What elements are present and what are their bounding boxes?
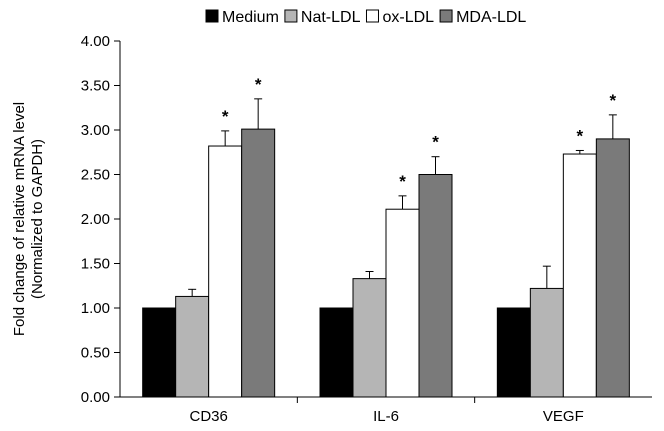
bar-ox-ldl-vegf (562, 153, 597, 398)
significance-marker: * (432, 133, 439, 152)
bar-mda-ldl-vegf (595, 138, 630, 398)
legend-label-ox-ldl: ox-LDL (382, 9, 434, 26)
legend-swatch-mda-ldl (439, 9, 453, 23)
legend-swatch-nat-ldl (284, 9, 298, 23)
bar-nat-ldl-cd36 (175, 295, 210, 398)
significance-marker: * (399, 172, 406, 191)
legend-label-mda-ldl: MDA-LDL (456, 9, 526, 26)
y-tick-label: 3.00 (81, 122, 110, 139)
y-tick-label: 3.50 (81, 78, 110, 95)
bar-medium-vegf (496, 307, 531, 398)
y-tick-label: 1.00 (81, 300, 110, 317)
y-tick-label: 4.00 (81, 33, 110, 50)
bar-ox-ldl-cd36 (208, 145, 243, 398)
y-axis-title: (Normalized to GAPDH) (29, 139, 46, 299)
y-axis-title: Fold change of relative mRNA level (11, 102, 28, 336)
y-tick-label: 1.50 (81, 256, 110, 273)
bar-medium-il-6 (319, 307, 354, 398)
legend-swatch-medium (205, 9, 219, 23)
significance-marker: * (577, 126, 584, 145)
bar-ox-ldl-il-6 (385, 208, 420, 398)
bar-mda-ldl-il-6 (418, 174, 453, 398)
y-tick-label: 2.00 (81, 211, 110, 228)
legend-swatch-ox-ldl (365, 9, 379, 23)
y-tick-label: 0.50 (81, 345, 110, 362)
y-tick-label: 2.50 (81, 167, 110, 184)
bar-nat-ldl-il-6 (352, 278, 387, 398)
x-category-label: CD36 (189, 408, 227, 425)
y-tick-label: 0.00 (81, 389, 110, 406)
significance-marker: * (610, 91, 617, 110)
bar-nat-ldl-vegf (529, 287, 564, 398)
bar-medium-cd36 (142, 307, 177, 398)
bar-mda-ldl-cd36 (241, 128, 276, 398)
x-category-label: IL-6 (373, 408, 399, 425)
significance-marker: * (222, 107, 229, 126)
legend-label-nat-ldl: Nat-LDL (301, 9, 361, 26)
x-category-label: VEGF (543, 408, 584, 425)
legend-label-medium: Medium (222, 9, 279, 26)
significance-marker: * (255, 75, 262, 94)
